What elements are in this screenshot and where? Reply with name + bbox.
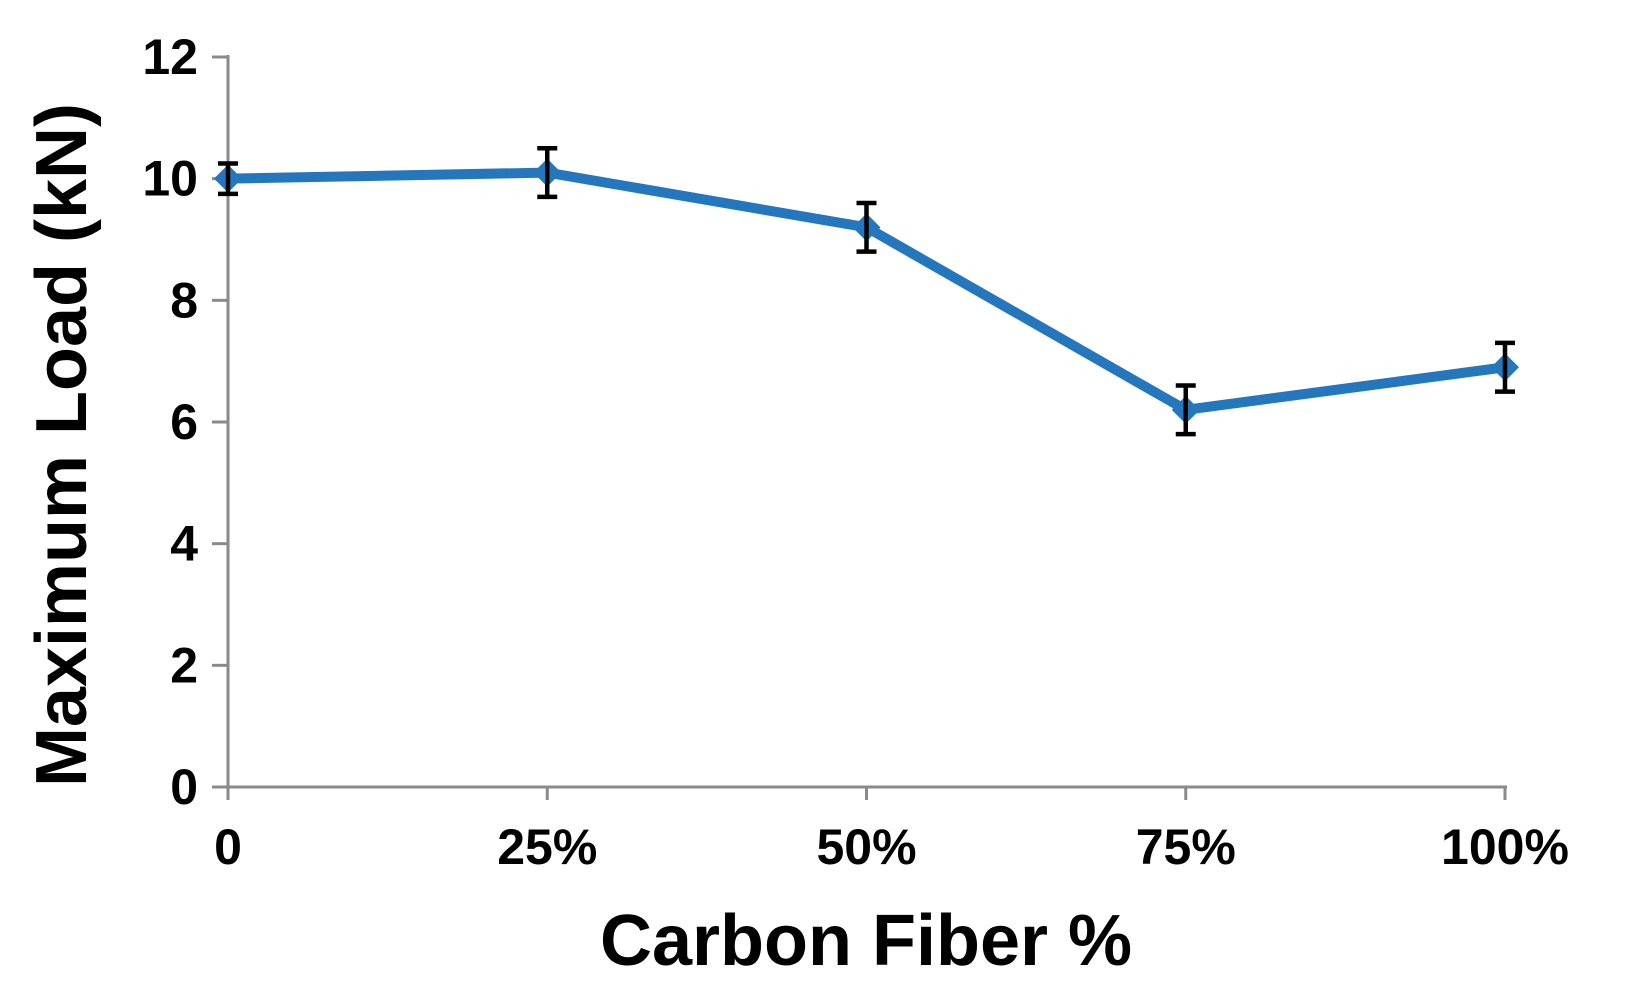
y-tick-label: 4 — [170, 516, 198, 572]
y-tick-label: 8 — [170, 272, 198, 328]
y-tick-label: 6 — [170, 394, 198, 450]
y-tick-label: 2 — [170, 637, 198, 693]
x-tick-label: 0 — [214, 819, 242, 875]
x-tick-label: 25% — [497, 819, 597, 875]
y-tick-label: 12 — [142, 29, 198, 85]
y-tick-label: 0 — [170, 759, 198, 815]
x-tick-label: 75% — [1136, 819, 1236, 875]
x-tick-label: 50% — [816, 819, 916, 875]
x-tick-label: 100% — [1441, 819, 1569, 875]
x-axis-title: Carbon Fiber % — [599, 901, 1133, 981]
y-tick-label: 10 — [142, 151, 198, 207]
y-axis-title: Maximum Load (kN) — [22, 102, 102, 788]
